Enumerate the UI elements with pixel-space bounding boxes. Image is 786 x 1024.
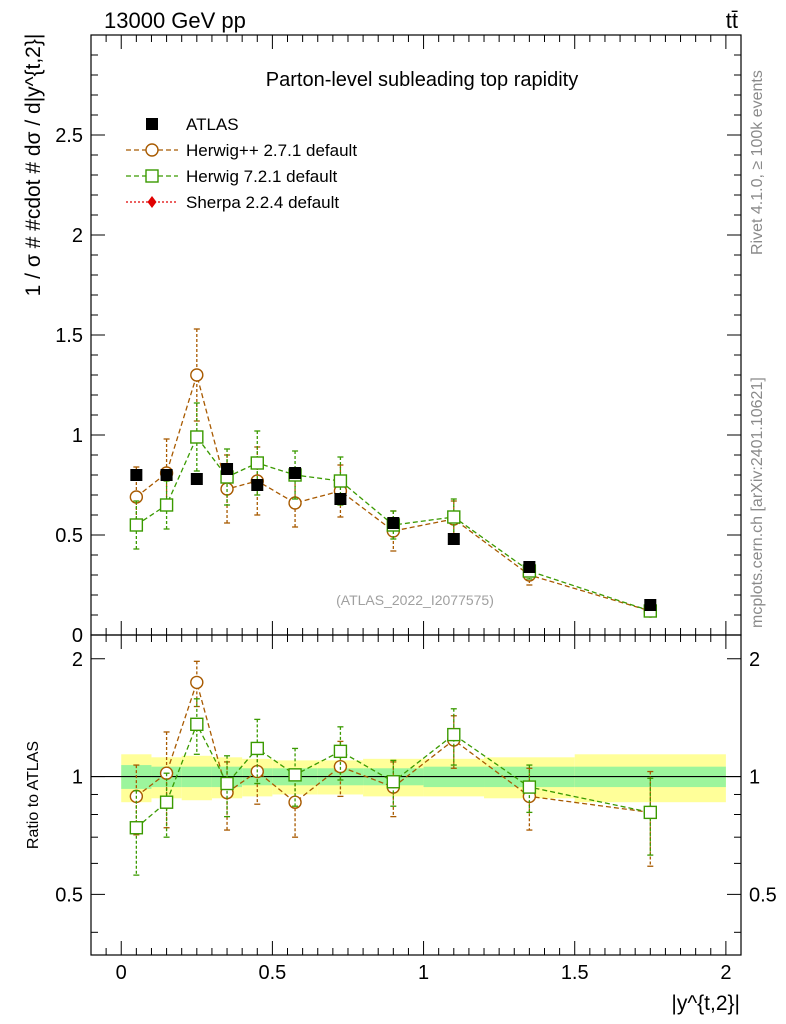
x-tick-label: 2 <box>720 962 731 984</box>
sherpa-2-2-4-default-legend-marker <box>147 196 157 208</box>
y-tick-label-ratio-left: 1 <box>72 767 83 789</box>
atlas-point <box>447 533 460 545</box>
x-tick-label: 0 <box>116 962 127 984</box>
y-tick-label-main: 1.5 <box>55 325 83 347</box>
x-tick-label: 1 <box>418 962 429 984</box>
atlas-point <box>160 469 173 481</box>
herwig-7-2-1-default-ratio-point <box>386 775 401 789</box>
atlas-point <box>190 473 203 485</box>
y-tick-label-main: 0 <box>72 625 83 647</box>
herwig-2-7-1-default-ratio-line <box>135 680 651 814</box>
atlas-point <box>130 469 143 481</box>
mcplots-label: mcplots.cern.ch [arXiv:2401.10621] <box>749 377 766 628</box>
herwig-7-2-1-default-point <box>250 456 264 470</box>
atlas-point <box>251 479 264 491</box>
herwig-7-2-1-default-point <box>447 510 461 524</box>
y-tick-label-main: 2 <box>72 225 83 247</box>
herwig-7-2-1-default-ratio-point <box>159 795 174 809</box>
herwig-7-2-1-default-point <box>333 474 348 488</box>
energy-label: 13000 GeV pp <box>104 8 246 33</box>
herwig-2-7-1-default-line <box>135 372 651 612</box>
y-tick-label-ratio-left: 2 <box>72 649 83 671</box>
atlas-legend-label: ATLAS <box>186 115 239 134</box>
atlas-point <box>334 493 347 505</box>
y-axis-label-ratio: Ratio to ATLAS <box>25 741 42 849</box>
process-label: tt̄ <box>726 8 738 33</box>
atlas-point <box>387 517 400 529</box>
atlas-point <box>644 599 657 611</box>
herwig-7-2-1-default-ratio-point <box>190 717 204 732</box>
herwig-7-2-1-default-point <box>129 518 144 532</box>
y-tick-label-ratio-left: 0.5 <box>55 884 83 906</box>
atlas-point <box>523 561 536 573</box>
herwig-2-7-1-default-ratio-point <box>190 675 204 690</box>
y-axis-label-main: 1 / σ # #cdot # dσ / d|y^{t,2}| <box>22 34 45 297</box>
axis-ticks: 00.511.522.50.5 0.51 12 20 0.5 1 1.5 2 <box>55 35 777 984</box>
herwig-2-7-1-default-legend-marker <box>145 143 159 157</box>
plot-title: Parton-level subleading top rapidity <box>266 69 578 91</box>
herwig-7-2-1-default-ratio-point <box>288 768 302 782</box>
herwig-2-7-1-default-point <box>190 368 204 382</box>
herwig-2-7-1-default-legend-label: Herwig++ 2.7.1 default <box>186 141 357 160</box>
sherpa-2-2-4-default-legend-label: Sherpa 2.2.4 default <box>186 193 339 212</box>
herwig-7-2-1-default-legend-label: Herwig 7.2.1 default <box>186 167 337 186</box>
ratio-uncertainty-bands <box>91 754 741 803</box>
herwig-7-2-1-default-point <box>190 430 204 444</box>
ratio-plot-frame <box>90 634 742 956</box>
x-axis-label: |y^{t,2}| <box>671 992 740 1015</box>
y-tick-label-main: 0.5 <box>55 525 83 547</box>
herwig-7-2-1-default-ratio-point <box>333 744 348 759</box>
y-tick-label-main: 1 <box>72 425 83 447</box>
herwig-7-2-1-default-ratio-point <box>447 727 461 742</box>
herwig-7-2-1-default-legend-marker <box>145 169 159 183</box>
legend: ATLAS Herwig++ 2.7.1 default Herwig 7.2.1 … <box>126 115 357 212</box>
herwig-7-2-1-default-ratio-point <box>129 821 144 835</box>
herwig-7-2-1-default-ratio-point <box>220 776 234 791</box>
analysis-watermark: (ATLAS_2022_I2077575) <box>336 592 494 608</box>
herwig-7-2-1-default-ratio-point <box>250 741 264 756</box>
herwig-7-2-1-default-point <box>159 498 174 512</box>
x-tick-label: 1.5 <box>561 962 589 984</box>
y-tick-label-ratio-right: 1 <box>749 767 760 789</box>
herwig-7-2-1-default-ratio-point <box>643 805 658 820</box>
herwig-7-2-1-default-ratio-point <box>522 780 537 794</box>
atlas-point <box>289 467 302 479</box>
y-tick-label-ratio-right: 0.5 <box>749 884 777 906</box>
data-series <box>129 328 658 876</box>
x-tick-label: 0.5 <box>258 962 286 984</box>
atlas-legend-marker <box>146 118 158 130</box>
rivet-label: Rivet 4.1.0, ≥ 100k events <box>749 70 766 255</box>
y-tick-label-main: 2.5 <box>55 125 83 147</box>
atlas-point <box>221 463 234 475</box>
y-tick-label-ratio-right: 2 <box>749 649 760 671</box>
